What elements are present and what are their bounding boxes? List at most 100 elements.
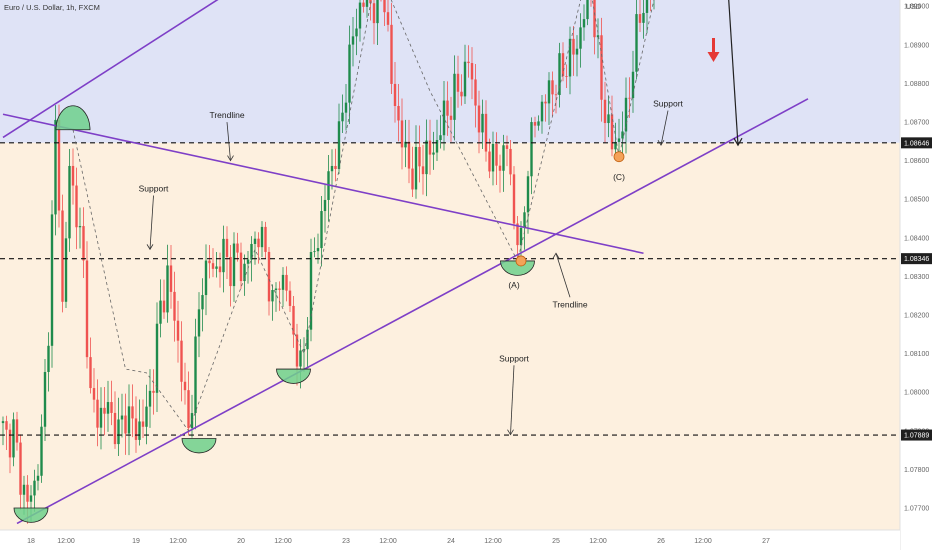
candle-body [260, 226, 264, 248]
candle-body [355, 28, 358, 37]
candle-body [449, 115, 453, 120]
candle-body [582, 19, 586, 28]
candle-body [439, 135, 442, 141]
candle-body [15, 419, 19, 443]
candle-body [40, 426, 43, 476]
candle-body [330, 165, 334, 172]
candle-body [295, 334, 299, 367]
y-tick-label: 1.07800 [904, 467, 929, 474]
currency-label: USD [906, 4, 921, 11]
candle-body [579, 27, 582, 49]
candle-body [446, 100, 449, 116]
candle-body [274, 288, 278, 291]
candle-body [334, 165, 337, 169]
y-tick-label: 1.08700 [904, 120, 929, 127]
candle-body [155, 323, 159, 393]
candle-body [22, 484, 26, 495]
candle-body [320, 211, 323, 249]
candle-body [358, 2, 362, 29]
candle-body [488, 151, 491, 172]
annotation-label: (C) [613, 172, 625, 182]
candle-body [386, 12, 390, 25]
candle-body [351, 36, 355, 45]
candle-body [26, 484, 29, 502]
candle-body [526, 176, 530, 213]
candle-body [250, 243, 253, 260]
candle-body [92, 388, 96, 400]
candle-body [537, 121, 540, 126]
candle-body [523, 212, 526, 228]
candle-body [120, 415, 124, 420]
candle-body [554, 94, 558, 96]
candle-body [393, 83, 397, 107]
candle-body [372, 3, 376, 24]
candle-body [232, 243, 236, 287]
annotation-label: Support [139, 183, 169, 193]
y-tick-label: 1.07700 [904, 506, 929, 513]
candle-body [435, 140, 439, 153]
y-tick-label: 1.08400 [904, 235, 929, 242]
candle-body [498, 165, 502, 171]
candle-body [8, 429, 12, 458]
y-tick-label: 1.08500 [904, 197, 929, 204]
zone-backgrounds [0, 0, 900, 530]
annotation-pointer [510, 365, 515, 435]
candle-body [337, 121, 341, 169]
candles [1, 0, 655, 524]
annotation-label: Support [499, 353, 529, 363]
x-tick-label: 26 [657, 538, 665, 545]
candle-body [110, 402, 113, 413]
candle-body [502, 145, 505, 171]
candle-body [306, 329, 309, 350]
candle-body [19, 442, 22, 495]
x-tick-label: 25 [552, 538, 560, 545]
symbol-title: Euro / U.S. Dollar, 1h, FXCM [4, 3, 100, 12]
candle-body [288, 290, 292, 306]
candle-body [638, 14, 642, 23]
price-tag [901, 137, 932, 149]
candle-body [201, 295, 204, 310]
candle-body [5, 421, 8, 430]
annotation-pointer [660, 110, 669, 146]
candle-body [516, 223, 519, 246]
y-tick-label: 1.08900 [904, 42, 929, 49]
price-axis: 1.077001.078001.079001.080001.081001.082… [899, 0, 932, 550]
candle-body [404, 141, 407, 148]
candle-body [470, 63, 474, 80]
annotation-label: Trendline [209, 110, 244, 120]
candle-body [414, 146, 418, 190]
candle-body [628, 97, 631, 99]
candle-body [376, 0, 379, 24]
annotation-pointer-head [552, 252, 560, 259]
x-tick-label: 12:00 [169, 538, 187, 545]
candle-body [383, 0, 386, 13]
annotation-pointer-head [227, 155, 234, 162]
annotation-pointer-head [657, 139, 665, 146]
candle-body [533, 122, 537, 126]
candle-body [271, 290, 274, 302]
candle-body [411, 168, 414, 190]
candle-body [302, 349, 306, 351]
candle-body [57, 119, 61, 211]
candle-body [596, 35, 600, 38]
candle-body [369, 0, 372, 4]
candle-body [162, 300, 166, 313]
candle-body [484, 113, 488, 152]
candle-body [362, 2, 365, 7]
red-arrow-shaft [712, 38, 715, 53]
candle-body [211, 263, 215, 269]
candle-body [169, 265, 173, 292]
candle-body [138, 421, 141, 440]
candle-body [152, 390, 155, 393]
candle-body [572, 38, 575, 55]
y-tick-label: 1.08800 [904, 81, 929, 88]
candle-body [418, 146, 421, 167]
projection-arrow [728, 0, 739, 146]
x-tick-label: 24 [447, 538, 455, 545]
candle-body [54, 119, 57, 215]
candle-body [421, 166, 425, 175]
candle-body [397, 106, 400, 121]
candle-body [621, 131, 624, 139]
price-tag-label: 1.08346 [904, 256, 929, 263]
